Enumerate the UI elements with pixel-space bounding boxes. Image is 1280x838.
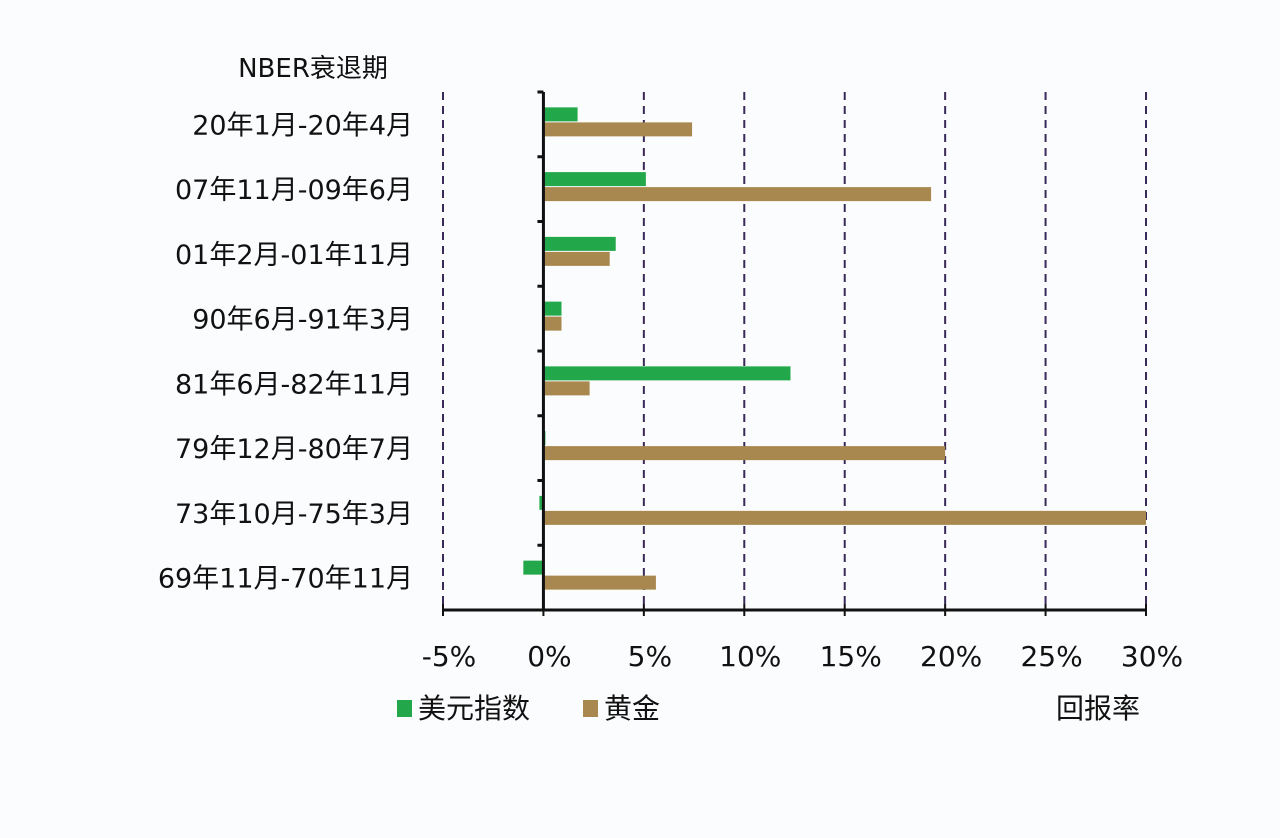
x-tick-label: 0% xyxy=(527,640,571,673)
bar-usd-index xyxy=(543,301,562,316)
x-tick-label: -5% xyxy=(422,640,477,673)
x-tick-labels: -5% 0% 5% 10% 15% 20% 25% 30% xyxy=(422,640,1183,673)
legend-swatch-usd-index xyxy=(397,700,412,717)
category-label: 81年6月-82年11月 xyxy=(175,369,413,400)
legend-label: 黄金 xyxy=(604,692,660,725)
legend: 美元指数 黄金 xyxy=(397,692,660,725)
gridlines xyxy=(442,92,1147,610)
bar-usd-index xyxy=(523,560,544,575)
bar-gold xyxy=(543,316,562,331)
x-tick-label: 20% xyxy=(920,640,982,673)
axes xyxy=(442,90,1147,616)
category-labels: 20年1月-20年4月 07年11月-09年6月 01年2月-01年11月 90年6月… xyxy=(158,110,413,594)
category-label: 07年11月-09年6月 xyxy=(175,175,413,206)
category-label: 73年10月-75年3月 xyxy=(175,499,413,530)
x-tick-label: 10% xyxy=(719,640,781,673)
bar-usd-index xyxy=(543,236,616,251)
legend-label: 美元指数 xyxy=(418,692,530,725)
category-label: 20年1月-20年4月 xyxy=(192,110,413,141)
bars xyxy=(523,107,1146,590)
bar-gold xyxy=(543,510,1146,525)
category-label: 90年6月-91年3月 xyxy=(192,305,413,336)
x-axis-title: 回报率 xyxy=(1056,692,1140,725)
bar-gold xyxy=(543,381,590,396)
category-label: 69年11月-70年11月 xyxy=(158,564,413,595)
y-axis-title: NBER衰退期 xyxy=(238,54,388,84)
bar-gold xyxy=(543,187,932,202)
bar-usd-index xyxy=(543,366,791,381)
category-label: 79年12月-80年7月 xyxy=(175,434,413,465)
category-label: 01年2月-01年11月 xyxy=(175,240,413,271)
bar-usd-index xyxy=(543,107,578,122)
bar-usd-index xyxy=(543,172,646,187)
bar-gold xyxy=(543,122,693,137)
bar-usd-index xyxy=(539,495,544,510)
legend-swatch-gold xyxy=(583,700,598,717)
x-tick-label: 15% xyxy=(820,640,882,673)
x-tick-label: 25% xyxy=(1020,640,1082,673)
x-tick-label: 5% xyxy=(628,640,672,673)
x-tick-label: 30% xyxy=(1121,640,1183,673)
bar-gold xyxy=(543,251,610,266)
bar-gold xyxy=(543,446,946,461)
bar-gold xyxy=(543,575,656,590)
